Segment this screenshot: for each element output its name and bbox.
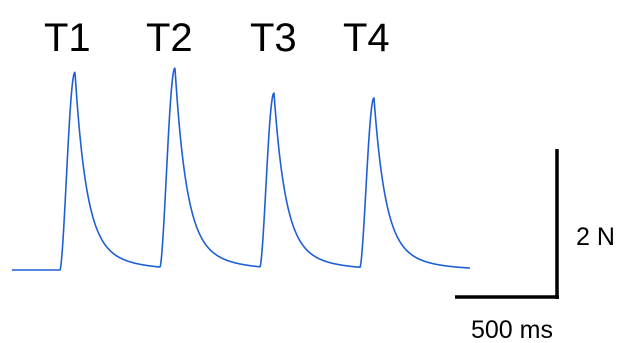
peak-labels: T1 T2 T3 T4	[44, 16, 390, 60]
peak-label-t1: T1	[44, 16, 91, 60]
scale-bar-time-label: 500 ms	[471, 316, 553, 343]
peak-label-t2: T2	[146, 16, 193, 60]
peak-label-t3: T3	[250, 16, 297, 60]
force-trace-line	[11, 67, 471, 271]
peak-label-t4: T4	[343, 16, 390, 60]
scale-bar: 2 N 500 ms	[455, 149, 615, 343]
scale-bar-force-label: 2 N	[576, 223, 615, 251]
